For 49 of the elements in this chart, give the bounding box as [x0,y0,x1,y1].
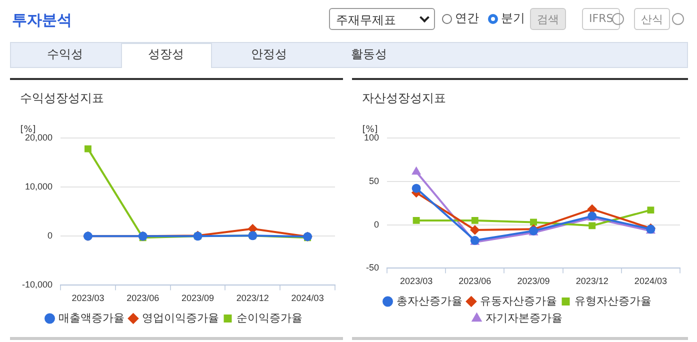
point [412,167,420,175]
x-tick-label: 2024/03 [634,276,667,286]
x-tick-label: 2023/12 [576,276,608,286]
point [647,206,654,214]
point [412,216,420,224]
text: 분기 [501,10,525,27]
point [530,218,537,226]
text: 활동성 [350,46,388,63]
x-tick-label: 2023/03 [400,276,433,286]
text: 투자분석 [12,11,72,30]
text: 수익성 [46,46,84,63]
x-tick-label: 2023/09 [181,293,214,304]
text: 연간 [455,10,479,27]
point [84,145,92,152]
x-tick-label: 2023/06 [458,276,492,286]
legend-label: 순이익증가율 [236,311,302,324]
y-tick-label: -50 [366,262,380,273]
legend-label: 영업이익증가율 [142,311,219,324]
text: 성장성 [147,46,185,63]
y-tick-label: 20,000 [24,132,53,142]
x-tick-label: 2024/03 [291,293,324,304]
text: 주재무제표 [329,8,435,30]
y-tick-label: 50 [369,176,380,186]
y-axis-title: [%] [362,124,378,135]
point [412,184,421,193]
x-tick-label: 2023/06 [126,293,160,304]
x-tick-label: 2023/09 [517,276,550,286]
y-tick-label: 0 [374,219,380,230]
chart-title: 자산성장성지표 [362,90,446,107]
point [588,222,596,230]
chart-title: 수익성장성지표 [20,90,104,107]
text: 안정성 [250,46,288,63]
text: 검색 [530,8,566,30]
y-axis-title: [%] [20,124,36,135]
legend-label: 매출액증가율 [58,311,124,324]
text: IFRS [582,8,620,30]
legend-label: 유동자산증가율 [480,294,557,308]
y-tick-label: 0 [48,230,53,241]
point [471,216,478,224]
legend-label: 총자산증가율 [396,294,462,308]
point [470,226,480,235]
legend-label: 자기자본증가율 [485,311,562,324]
x-tick-label: 2023/12 [236,293,269,304]
y-tick-label: -10,000 [22,280,53,290]
y-tick-label: 10,000 [24,182,53,192]
y-tick-label: 100 [364,132,380,142]
legend-label: 유형자산증가율 [574,294,652,308]
text: 산식 [634,8,670,30]
x-tick-label: 2023/03 [72,293,104,304]
